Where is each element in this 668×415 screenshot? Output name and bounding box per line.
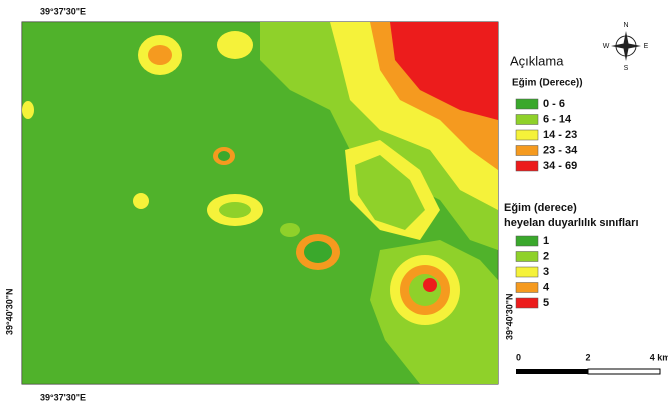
scale-bar <box>516 369 660 374</box>
slope-title: Eğim (Derece)) <box>512 78 583 89</box>
compass-e: E <box>644 43 649 50</box>
legend-label: 34 - 69 <box>543 160 577 172</box>
scale-label: 2 <box>585 352 590 362</box>
coord-left: 39°40'30"N <box>4 288 14 335</box>
legend-swatch <box>516 267 538 277</box>
coord-bottom: 39°37'30"E <box>40 392 86 402</box>
map-figure: 39°37'30"E 39°37'30"E 39°40'30"N 39°40'3… <box>0 0 668 410</box>
compass-s: S <box>624 65 629 72</box>
susceptibility-title: Eğim (derece) <box>504 202 577 214</box>
legend-swatch <box>516 130 538 140</box>
legend-label: 2 <box>543 250 549 262</box>
legend-label: 14 - 23 <box>543 129 577 141</box>
compass-n: N <box>623 22 628 29</box>
legend-label: 0 - 6 <box>543 98 565 110</box>
compass-w: W <box>603 43 610 50</box>
legend-swatch <box>516 252 538 262</box>
legend-label: 3 <box>543 266 549 278</box>
legend-swatch <box>516 283 538 293</box>
legend-label: 5 <box>543 297 549 309</box>
legend-swatch <box>516 298 538 308</box>
scale-label: 4 km <box>650 352 668 362</box>
legend-label: 4 <box>543 281 550 293</box>
map-raster <box>22 22 498 384</box>
legend-label: 1 <box>543 235 549 247</box>
coord-right: 39°40'30"N <box>504 293 514 340</box>
legend-swatch <box>516 146 538 156</box>
coord-top: 39°37'30"E <box>40 6 86 16</box>
scale-label: 0 <box>516 352 521 362</box>
legend-swatch <box>516 99 538 109</box>
legend-label: 23 - 34 <box>543 144 578 156</box>
north-arrow: N S E W <box>603 22 649 72</box>
legend-swatch <box>516 236 538 246</box>
legend-swatch <box>516 161 538 171</box>
legend-title: Açıklama <box>510 53 564 68</box>
legend-label: 6 - 14 <box>543 113 572 125</box>
legend-swatch <box>516 115 538 125</box>
susceptibility-title: heyelan duyarlılık sınıfları <box>504 217 639 229</box>
